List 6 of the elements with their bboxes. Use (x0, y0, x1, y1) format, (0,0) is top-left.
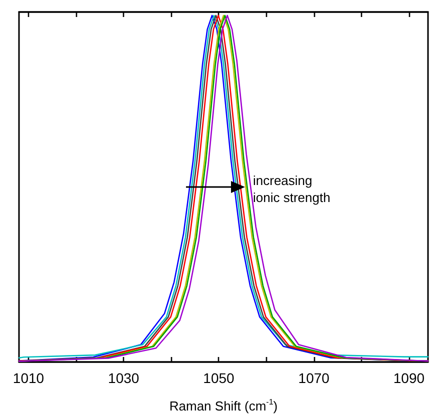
x-tick-label: 1010 (12, 370, 44, 386)
x-tick-label: 1050 (203, 370, 235, 386)
x-tick-label: 1070 (298, 370, 330, 386)
x-tick-label: 1090 (393, 370, 425, 386)
x-tick-label: 1030 (108, 370, 140, 386)
annotation: increasing ionic strength (253, 173, 330, 205)
